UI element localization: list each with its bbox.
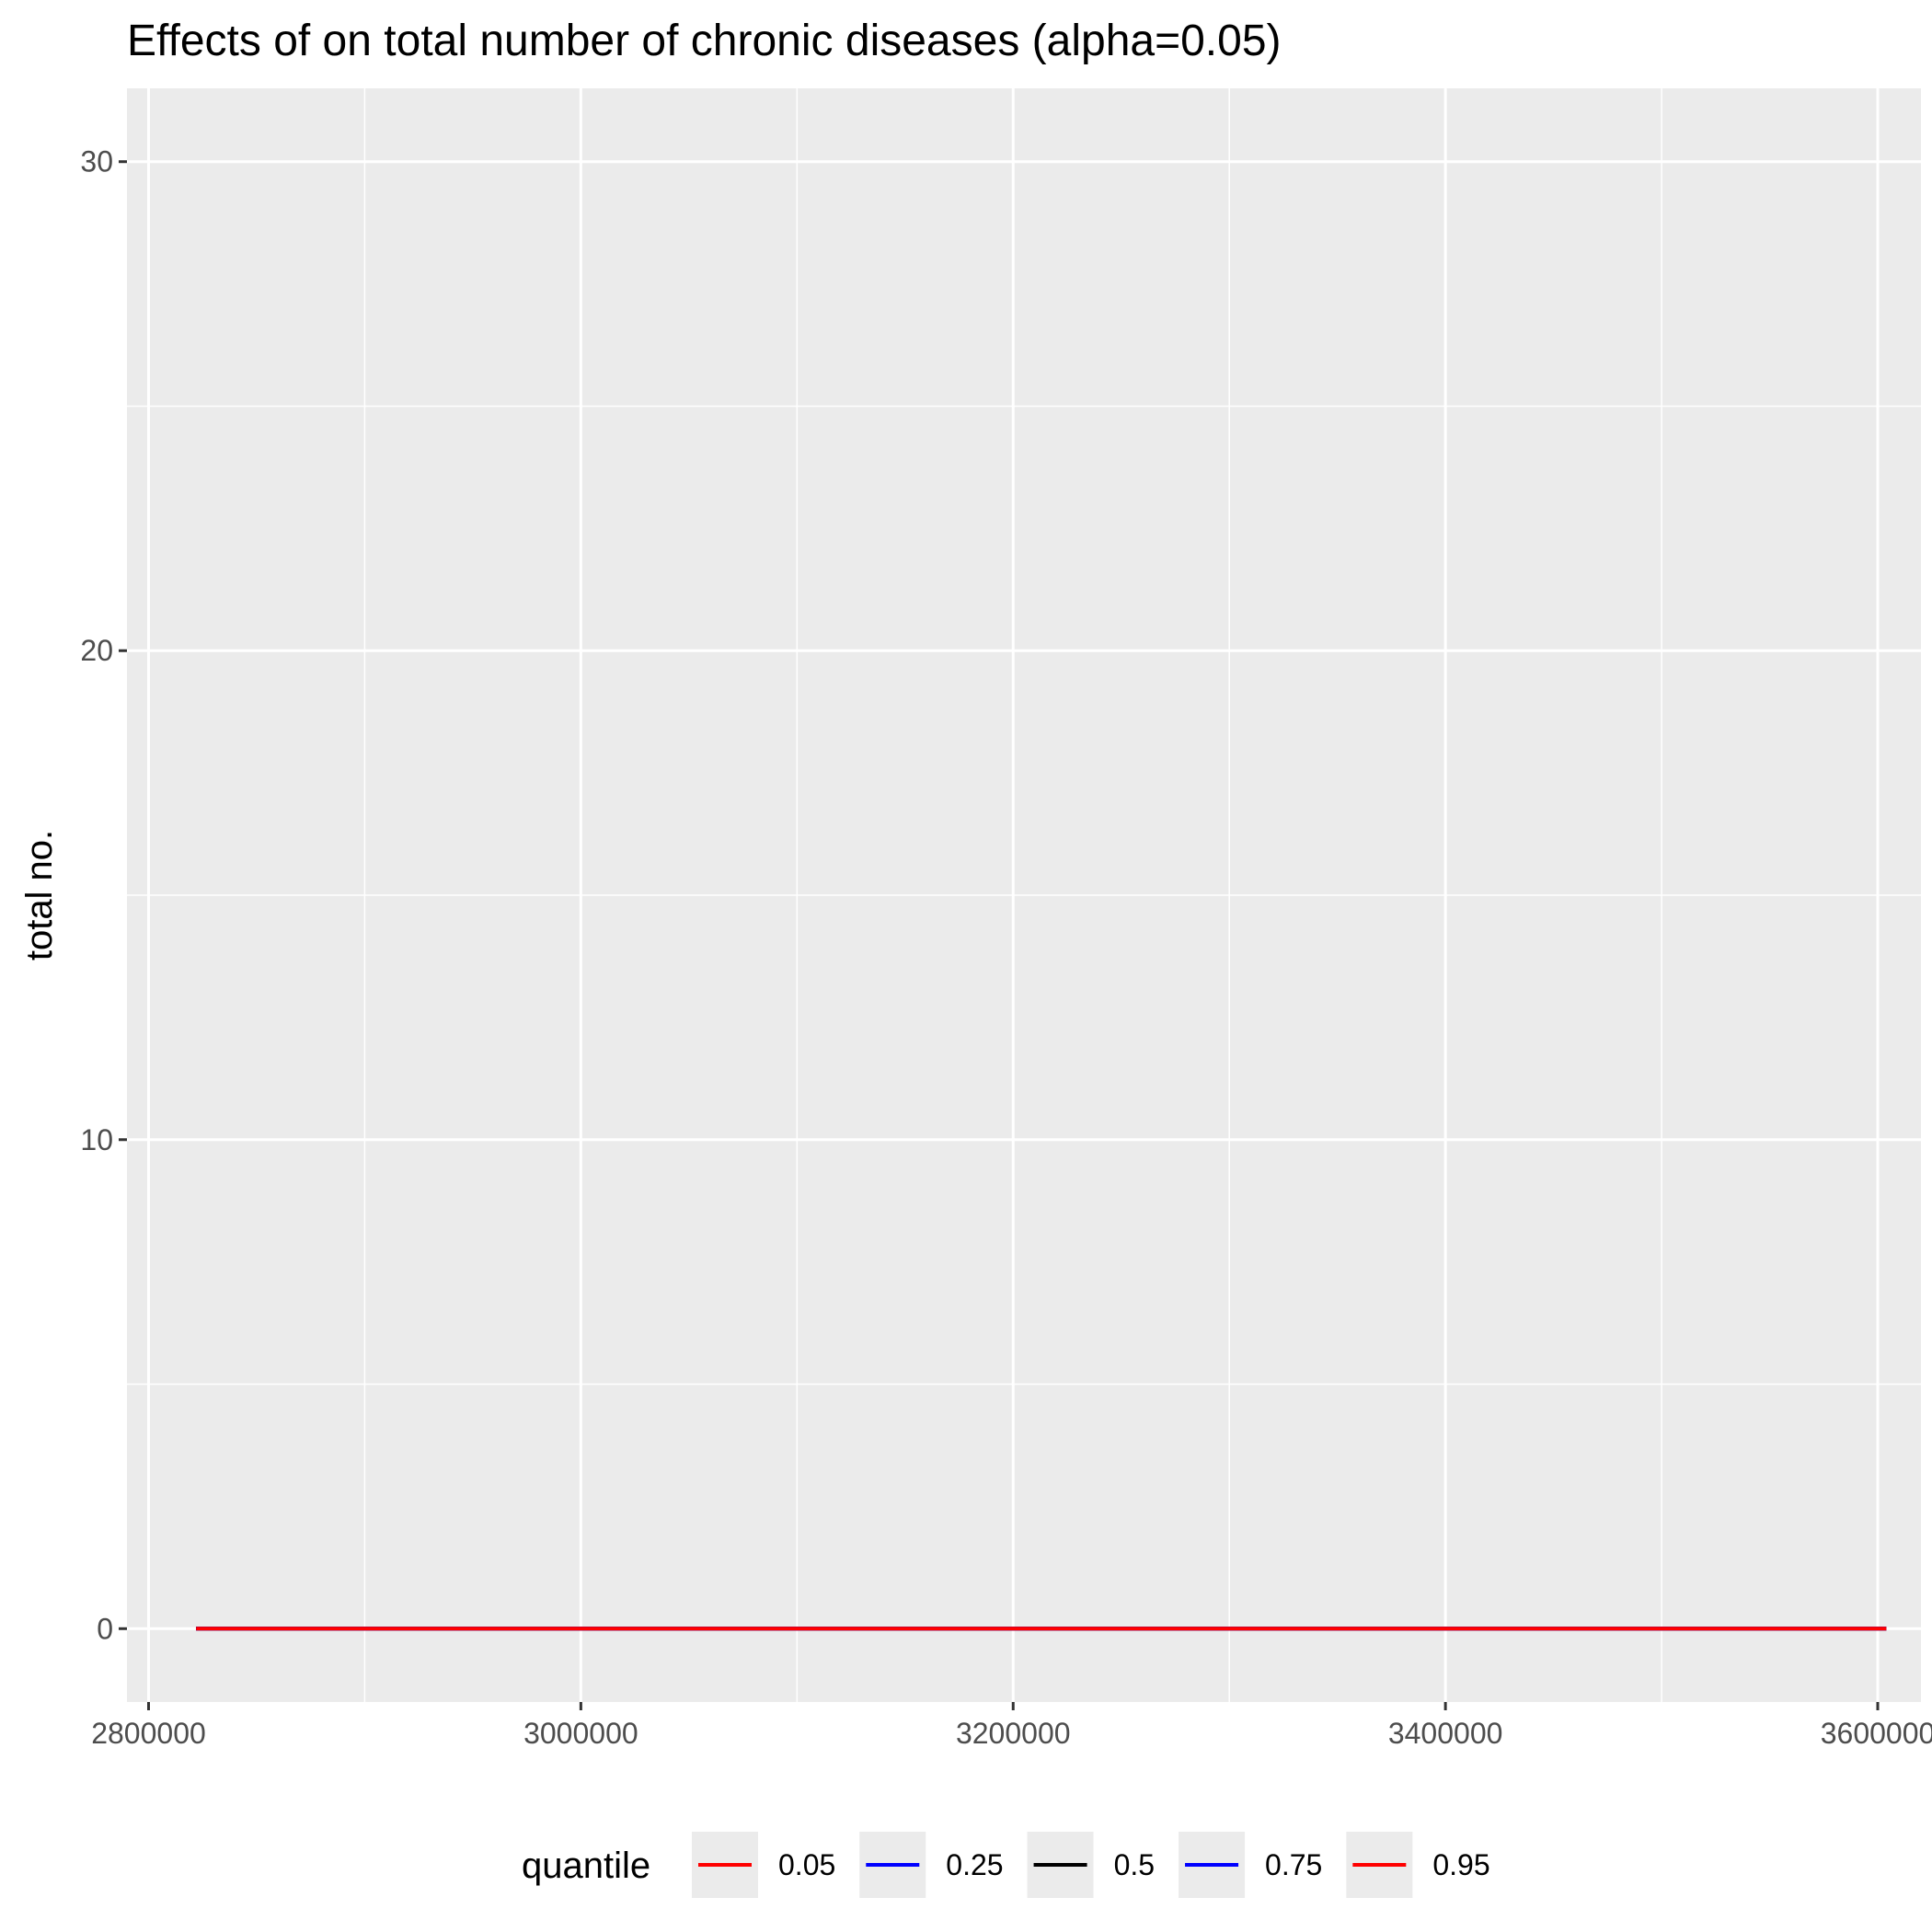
x-tick-label: 2800000 xyxy=(91,1717,206,1750)
x-tick-label: 3000000 xyxy=(523,1717,638,1750)
major-gridlines xyxy=(127,88,1921,1702)
minor-gridlines xyxy=(127,88,1921,1702)
y-tick-label: 0 xyxy=(97,1612,113,1645)
legend-title: quantile xyxy=(522,1846,650,1886)
chart-title: Effects of on total number of chronic di… xyxy=(127,17,1282,65)
y-tick-label: 30 xyxy=(80,145,113,178)
x-tick-label: 3600000 xyxy=(1821,1717,1932,1750)
y-tick-label: 10 xyxy=(80,1123,113,1156)
legend-label: 0.05 xyxy=(778,1848,835,1881)
legend-label: 0.75 xyxy=(1265,1848,1322,1881)
y-axis-title: total no. xyxy=(19,830,60,960)
legend-label: 0.5 xyxy=(1114,1848,1155,1881)
x-axis: 2800000 3000000 3200000 3400000 3600000 xyxy=(91,1702,1932,1750)
legend-label: 0.25 xyxy=(946,1848,1003,1881)
x-tick-label: 3200000 xyxy=(956,1717,1071,1750)
legend: quantile 0.05 0.25 0.5 0.75 0.95 xyxy=(522,1832,1490,1898)
legend-label: 0.95 xyxy=(1432,1848,1489,1881)
x-tick-label: 3400000 xyxy=(1388,1717,1503,1750)
y-tick-label: 20 xyxy=(80,634,113,667)
y-axis: 0 10 20 30 xyxy=(80,145,127,1645)
